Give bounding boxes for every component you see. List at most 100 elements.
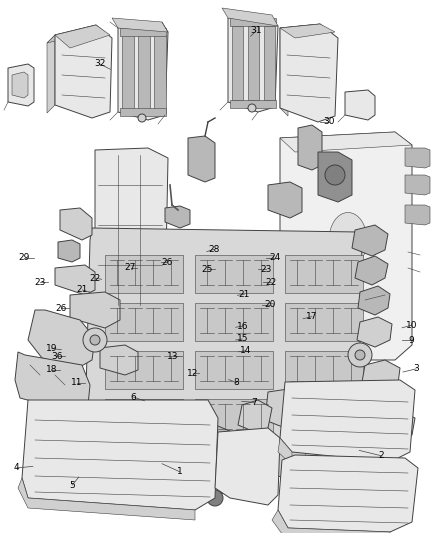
Polygon shape xyxy=(285,303,363,341)
Bar xyxy=(248,26,259,100)
Polygon shape xyxy=(200,426,232,496)
Text: 23: 23 xyxy=(261,265,272,273)
Text: 29: 29 xyxy=(18,254,30,262)
Text: 11: 11 xyxy=(71,378,82,387)
Polygon shape xyxy=(265,388,315,428)
Text: 36: 36 xyxy=(51,352,63,360)
Text: 32: 32 xyxy=(94,60,106,68)
Polygon shape xyxy=(280,24,335,38)
Polygon shape xyxy=(195,303,273,341)
Polygon shape xyxy=(222,8,278,26)
Polygon shape xyxy=(280,28,288,116)
Polygon shape xyxy=(47,25,96,43)
Polygon shape xyxy=(405,148,430,168)
Bar xyxy=(230,100,276,108)
Polygon shape xyxy=(58,240,80,262)
Polygon shape xyxy=(278,438,292,465)
Text: 2: 2 xyxy=(378,451,384,460)
Polygon shape xyxy=(105,399,183,437)
Polygon shape xyxy=(95,148,168,318)
Text: 1: 1 xyxy=(177,467,183,476)
Text: 25: 25 xyxy=(201,265,212,273)
Text: 18: 18 xyxy=(46,366,57,374)
Text: 21: 21 xyxy=(239,290,250,298)
Polygon shape xyxy=(18,478,195,520)
Polygon shape xyxy=(285,428,340,468)
Polygon shape xyxy=(70,292,120,328)
Polygon shape xyxy=(405,175,430,195)
Polygon shape xyxy=(345,90,375,120)
Polygon shape xyxy=(15,352,90,412)
Text: 3: 3 xyxy=(413,365,419,373)
Text: 8: 8 xyxy=(233,378,240,387)
Text: 26: 26 xyxy=(162,258,173,266)
Bar xyxy=(230,18,276,26)
Circle shape xyxy=(207,490,223,506)
Polygon shape xyxy=(105,351,183,389)
Circle shape xyxy=(348,343,372,367)
Polygon shape xyxy=(195,351,273,389)
Text: 28: 28 xyxy=(208,245,219,254)
Bar xyxy=(122,35,134,113)
Text: 14: 14 xyxy=(240,346,251,355)
Circle shape xyxy=(325,165,345,185)
Polygon shape xyxy=(298,125,322,170)
Polygon shape xyxy=(22,400,218,510)
Polygon shape xyxy=(8,64,34,106)
Polygon shape xyxy=(362,360,400,390)
Bar xyxy=(264,26,275,100)
Text: 10: 10 xyxy=(406,321,417,329)
Bar xyxy=(154,35,166,113)
Text: 26: 26 xyxy=(56,304,67,312)
Polygon shape xyxy=(112,18,168,32)
Text: 9: 9 xyxy=(409,336,415,344)
Text: 31: 31 xyxy=(251,27,262,35)
Polygon shape xyxy=(165,206,190,228)
Ellipse shape xyxy=(334,296,362,334)
Bar xyxy=(232,26,243,100)
Polygon shape xyxy=(55,265,95,295)
Text: 22: 22 xyxy=(265,278,276,287)
Polygon shape xyxy=(285,399,363,437)
Text: 13: 13 xyxy=(167,352,179,360)
Polygon shape xyxy=(280,132,412,360)
Text: 22: 22 xyxy=(90,274,101,282)
Text: 15: 15 xyxy=(237,335,248,343)
Polygon shape xyxy=(47,35,55,113)
Polygon shape xyxy=(268,182,302,218)
Polygon shape xyxy=(88,440,360,480)
Text: 17: 17 xyxy=(306,312,318,321)
Text: 21: 21 xyxy=(77,286,88,294)
Polygon shape xyxy=(362,382,412,418)
Polygon shape xyxy=(285,255,363,293)
Polygon shape xyxy=(118,22,168,120)
Polygon shape xyxy=(357,317,392,347)
Text: 30: 30 xyxy=(324,117,335,126)
Polygon shape xyxy=(280,24,338,122)
Polygon shape xyxy=(272,510,390,533)
Polygon shape xyxy=(278,455,418,532)
Polygon shape xyxy=(28,310,95,368)
Polygon shape xyxy=(195,255,273,293)
Polygon shape xyxy=(372,410,415,440)
Circle shape xyxy=(248,104,256,112)
Text: 23: 23 xyxy=(35,278,46,287)
Text: 27: 27 xyxy=(125,263,136,272)
Polygon shape xyxy=(285,351,363,389)
Polygon shape xyxy=(100,345,138,375)
Polygon shape xyxy=(280,24,328,36)
Polygon shape xyxy=(55,25,112,118)
Polygon shape xyxy=(358,286,390,315)
Polygon shape xyxy=(55,25,110,48)
Text: 24: 24 xyxy=(269,254,281,262)
Text: 6: 6 xyxy=(131,393,137,401)
Polygon shape xyxy=(195,399,273,437)
Polygon shape xyxy=(238,400,272,432)
Text: 19: 19 xyxy=(46,344,57,353)
Circle shape xyxy=(138,114,146,122)
Text: 5: 5 xyxy=(69,481,75,489)
Polygon shape xyxy=(12,72,28,98)
Polygon shape xyxy=(352,225,388,256)
Polygon shape xyxy=(280,380,415,462)
Bar xyxy=(138,35,150,113)
